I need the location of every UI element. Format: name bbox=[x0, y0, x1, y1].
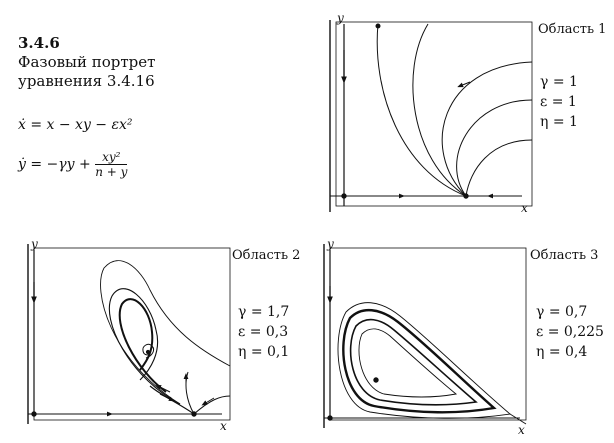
equation-fraction: xy² n + y bbox=[95, 150, 128, 179]
param-epsilon-1: ε = 1 bbox=[540, 94, 577, 110]
equation-x-dot: ẋ = x − xy − εx² bbox=[18, 117, 133, 133]
params-panel-2: γ = 1,7 ε = 0,3 η = 0,1 bbox=[238, 302, 289, 362]
panel-1-frame bbox=[335, 21, 533, 207]
panel-1-trajectory-c bbox=[441, 61, 533, 197]
panel-3-cycle-inner bbox=[349, 318, 478, 406]
panel-2-point-focus bbox=[145, 349, 151, 355]
param-gamma-2: γ = 1,7 bbox=[238, 304, 290, 320]
panel-3-x-label: x bbox=[518, 423, 525, 437]
panel-2-y-label: y bbox=[30, 237, 38, 251]
panel-3-cycle-innermost bbox=[358, 328, 458, 398]
panel-3-y-label: y bbox=[326, 237, 334, 251]
region-label-1: Область 1 bbox=[538, 22, 607, 37]
panel-1-trajectory-d bbox=[456, 99, 533, 197]
panel-2-separatrix-c bbox=[193, 395, 231, 415]
panel-2-trajectory-outer bbox=[100, 260, 231, 405]
param-eta-3: η = 0,4 bbox=[536, 344, 588, 360]
panel-3-point-center bbox=[373, 377, 379, 383]
panel-2-x-label: x bbox=[220, 419, 227, 433]
param-eta-2: η = 0,1 bbox=[238, 344, 290, 360]
panel-3-separatrix bbox=[509, 413, 527, 425]
panel-2-separatrix-b bbox=[185, 371, 195, 415]
region-label-2: Область 2 bbox=[232, 248, 301, 263]
region-label-3: Область 3 bbox=[530, 248, 599, 263]
equation-y-dot: ẏ = −γy + xy² n + y bbox=[18, 150, 128, 179]
panel-1-point-saddle bbox=[463, 193, 469, 199]
params-panel-3: γ = 0,7 ε = 0,225 η = 0,4 bbox=[536, 302, 604, 362]
panel-2-arrow-d bbox=[159, 393, 175, 402]
panel-1-trajectory-a bbox=[376, 23, 467, 197]
panel-2-trajectory-mid bbox=[108, 288, 181, 405]
panel-1-trajectory-b bbox=[412, 23, 467, 197]
panel-1-arrow-flow bbox=[457, 81, 471, 88]
figure-number: 3.4.6 bbox=[18, 34, 60, 52]
panel-3-frame bbox=[329, 247, 527, 421]
panel-1-point-origin bbox=[341, 193, 347, 199]
panel-2-spiral bbox=[142, 343, 155, 359]
param-gamma-1: γ = 1 bbox=[540, 74, 578, 90]
panel-1-x-label: x bbox=[521, 201, 528, 215]
figure-caption: 3.4.6 Фазовый портрет уравнения 3.4.16 bbox=[18, 34, 155, 91]
panel-2-point-origin bbox=[31, 411, 37, 417]
fraction-numerator: xy² bbox=[95, 150, 128, 165]
param-eta-1: η = 1 bbox=[540, 114, 578, 130]
param-gamma-3: γ = 0,7 bbox=[536, 304, 588, 320]
panel-2-point-saddle bbox=[191, 411, 197, 417]
param-epsilon-2: ε = 0,3 bbox=[238, 324, 289, 340]
caption-title-line1: Фазовый портрет bbox=[18, 53, 156, 71]
panel-2-frame bbox=[33, 247, 231, 421]
panel-3-cycle-outer bbox=[337, 302, 512, 419]
panel-1-y-label: y bbox=[336, 11, 344, 25]
caption-title-line2: уравнения 3.4.16 bbox=[18, 72, 155, 90]
panel-3-point-origin bbox=[327, 415, 333, 421]
params-panel-1: γ = 1 ε = 1 η = 1 bbox=[540, 72, 578, 132]
panel-2-arrow-c bbox=[201, 397, 215, 406]
phase-panel-1 bbox=[329, 20, 533, 212]
phase-panel-3 bbox=[323, 244, 527, 428]
phase-panel-2 bbox=[27, 244, 231, 424]
equation-y-dot-lhs: ẏ = −γy + bbox=[18, 156, 96, 173]
panel-1-point-top bbox=[375, 23, 381, 29]
param-epsilon-3: ε = 0,225 bbox=[536, 324, 604, 340]
panel-1-trajectory-e bbox=[465, 139, 533, 197]
panel-2-trajectory-inner bbox=[118, 298, 167, 393]
fraction-denominator: n + y bbox=[95, 165, 128, 179]
panel-3-cycle-thick bbox=[342, 309, 497, 414]
panel-2-arrow-a bbox=[155, 384, 171, 393]
